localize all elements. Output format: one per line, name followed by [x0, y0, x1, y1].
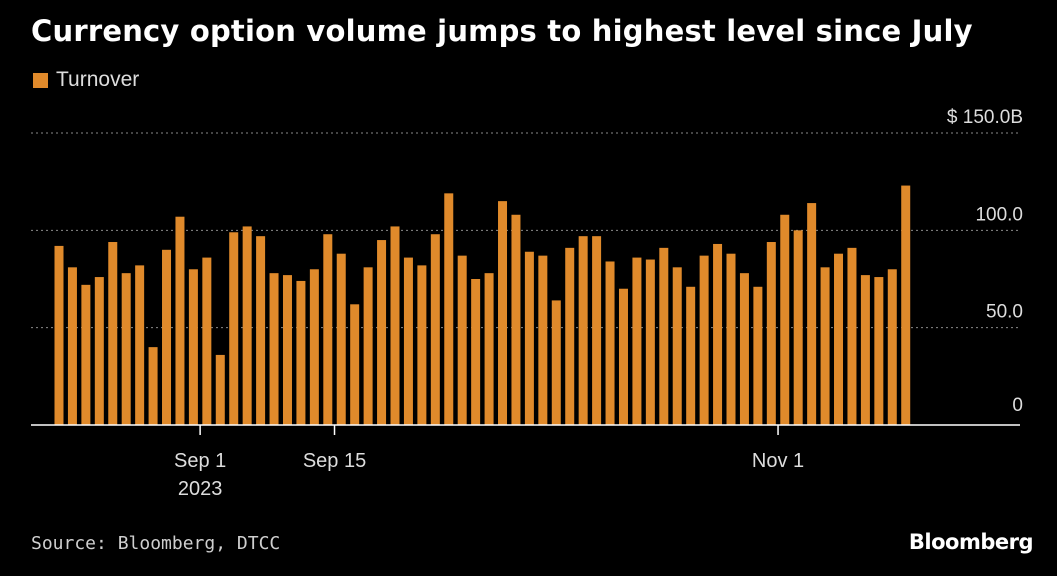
bar [807, 203, 817, 425]
bar [309, 269, 319, 425]
bar [215, 354, 225, 425]
bar [847, 247, 857, 425]
bar [81, 284, 91, 425]
x-tick-sublabel: 2023 [178, 478, 223, 500]
bar [67, 267, 77, 425]
bar [820, 267, 830, 425]
bar [592, 236, 602, 425]
bar [188, 269, 198, 425]
bar [766, 242, 776, 425]
bar [834, 253, 844, 425]
bar [162, 249, 172, 425]
bar [108, 242, 118, 425]
bar [498, 201, 508, 425]
bar [403, 257, 413, 425]
bar [430, 234, 440, 425]
x-tick-label: Nov 1 [752, 450, 804, 472]
y-tick-label: $ 150.0B [947, 107, 1023, 128]
bar [672, 267, 682, 425]
bar [618, 288, 628, 425]
bar [350, 304, 360, 425]
bar [242, 226, 252, 425]
legend-swatch-turnover [33, 72, 48, 88]
bar [793, 230, 803, 425]
bar [565, 247, 575, 425]
bar [377, 240, 387, 425]
bar [363, 267, 373, 425]
bar [417, 265, 427, 425]
bar [753, 286, 763, 425]
bar [390, 226, 400, 425]
bar [739, 273, 749, 425]
bar [686, 286, 696, 425]
bar [256, 236, 266, 425]
bar [135, 265, 145, 425]
legend: Turnover [33, 68, 139, 92]
bar [659, 247, 669, 425]
bar [336, 253, 346, 425]
bar [780, 214, 790, 425]
bloomberg-logo: Bloomberg [908, 530, 1034, 554]
bar [645, 259, 655, 425]
bar [578, 236, 588, 425]
bar [296, 280, 306, 425]
bar [524, 251, 534, 425]
bar [282, 275, 292, 425]
bar [887, 269, 897, 425]
legend-label-turnover: Turnover [56, 68, 140, 91]
bar [511, 214, 521, 425]
bar [538, 255, 548, 425]
bar [121, 273, 131, 425]
bar [605, 261, 615, 425]
bar [202, 257, 212, 425]
y-tick-label: 100.0 [975, 204, 1023, 225]
source-note: Source: Bloomberg, DTCC [31, 533, 281, 554]
bar [323, 234, 333, 425]
x-tick-label: Sep 15 [303, 450, 366, 472]
bar [94, 277, 104, 425]
bar [471, 279, 481, 425]
bar [713, 243, 723, 425]
bar [444, 193, 454, 425]
bar [874, 277, 884, 425]
bar [699, 255, 709, 425]
y-tick-label: 0 [1012, 395, 1023, 416]
bar [457, 255, 467, 425]
bar [632, 257, 642, 425]
bar [269, 273, 279, 425]
bar [54, 245, 64, 425]
bar [860, 275, 870, 425]
chart-title: Currency option volume jumps to highest … [31, 14, 973, 48]
bar [175, 216, 185, 425]
bar [484, 273, 494, 425]
bar [901, 185, 911, 425]
y-tick-label: 50.0 [986, 302, 1023, 323]
x-tick-label: Sep 1 [174, 450, 226, 472]
bar [726, 253, 736, 425]
bar [551, 300, 561, 425]
bar [148, 347, 158, 425]
bar [229, 232, 239, 425]
